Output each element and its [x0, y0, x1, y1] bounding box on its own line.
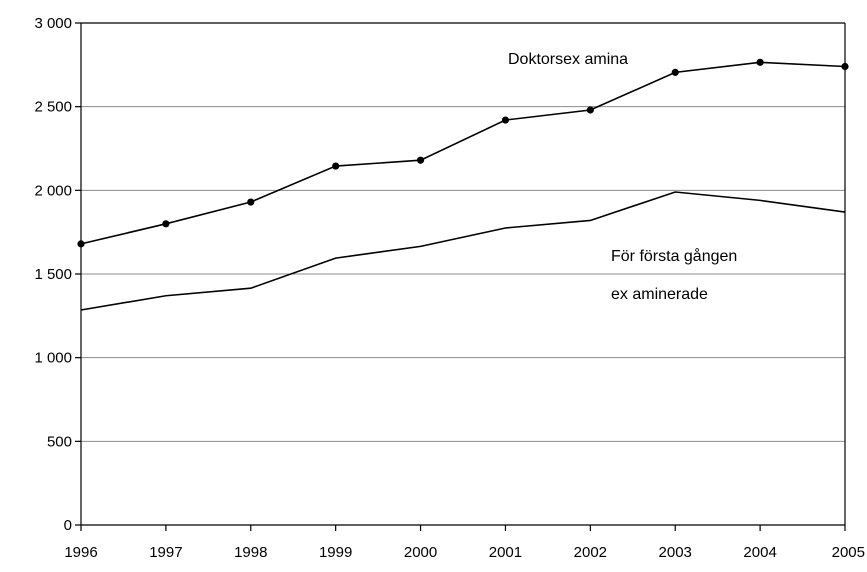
y-tick-label-500: 500	[47, 433, 72, 450]
x-tick-label-2002: 2002	[574, 544, 607, 561]
data-point-s0-1998	[247, 198, 255, 206]
x-tick-labels: 1996 1997 1998 1999 2000 2001 2002 2003 2004 2005	[64, 544, 865, 561]
x-tick-label-1999: 1999	[319, 544, 352, 561]
data-point-s0-2000	[416, 156, 425, 164]
y-tick-label-2000: 2 000	[34, 182, 72, 199]
y-tick-label-1500: 1 500	[34, 266, 72, 283]
x-tick-label-2004: 2004	[743, 544, 776, 561]
data-point-s0-1999	[332, 162, 340, 170]
y-tick-label-2500: 2 500	[34, 99, 72, 116]
data-point-s0-1997	[162, 220, 170, 228]
x-tick-label-2005: 2005	[832, 544, 865, 561]
annotation-forsta-gangen-line2: ex aminerade	[611, 286, 708, 303]
x-tick-label-1996: 1996	[64, 544, 97, 561]
series-line-0	[80, 61, 846, 245]
y-tick-label-1000: 1 000	[34, 350, 72, 367]
data-point-s0-2004	[756, 58, 764, 66]
x-tick-label-1997: 1997	[149, 544, 182, 561]
series	[77, 58, 849, 311]
annotations: Doktorsex amina För första gången ex ami…	[508, 51, 737, 303]
gridlines	[81, 22, 845, 442]
x-tick-label-2001: 2001	[489, 544, 522, 561]
data-point-s0-1996	[77, 240, 85, 248]
axes	[75, 22, 846, 531]
annotation-doktorsexamina: Doktorsex amina	[508, 51, 628, 68]
data-point-s0-2001	[501, 116, 510, 124]
annotation-forsta-gangen-line1: För första gången	[611, 247, 737, 265]
y-tick-label-3000: 3 000	[34, 15, 72, 32]
x-tick-label-2003: 2003	[659, 544, 692, 561]
x-tick-label-2000: 2000	[404, 544, 437, 561]
y-tick-label-0: 0	[64, 517, 72, 534]
x-tick-label-1998: 1998	[234, 544, 267, 561]
y-tick-labels: 0 500 1 000 1 500 2 000 2 500 3 000	[34, 15, 72, 534]
data-point-s0-2002	[586, 106, 594, 114]
series-line-1	[80, 191, 846, 311]
data-point-s0-2005	[841, 62, 849, 71]
data-point-s0-2003	[671, 68, 679, 76]
